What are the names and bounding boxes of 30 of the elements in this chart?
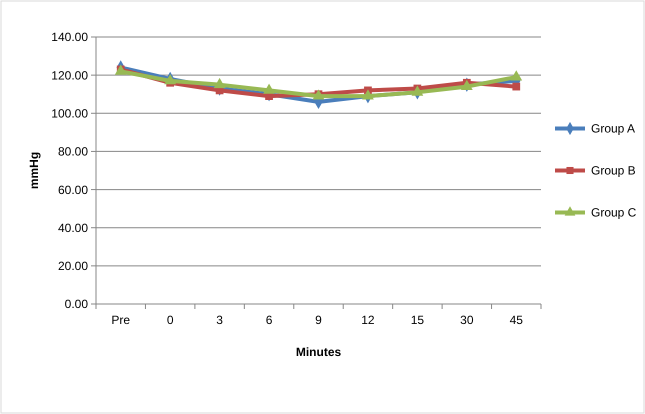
x-tick-label: 0 [166,313,174,327]
x-tick-label: 30 [460,313,474,327]
y-tick-label: 40.00 [58,220,88,235]
legend-label: Group C [591,206,637,220]
point [362,89,374,100]
point [510,70,522,80]
y-tick-label: 0.00 [64,297,88,312]
x-tick-label: Pre [111,313,130,327]
x-tick-label: 15 [410,313,424,327]
x-tick-label: 12 [361,313,375,327]
legend-label: Group A [591,122,636,136]
y-tick-label: 20.00 [58,259,88,274]
x-axis-title: Minutes [296,345,342,359]
point [164,74,176,84]
legend-label: Group B [591,164,636,178]
y-tick-label: 140.00 [51,30,88,44]
x-tick-label: 6 [266,313,273,327]
x-tick-label: 9 [315,313,322,327]
point [512,82,520,90]
point [214,78,226,88]
x-tick-label: 3 [216,313,224,327]
y-tick-label: 80.00 [58,144,88,159]
y-tick-label: 100.00 [51,106,88,120]
point [412,86,424,96]
y-tick-label: 120.00 [51,68,88,82]
point [263,84,275,94]
point [460,80,473,90]
y-tick-label: 60.00 [58,182,88,197]
y-axis-title: mmHg [27,152,41,190]
x-tick-label: 45 [510,313,524,327]
